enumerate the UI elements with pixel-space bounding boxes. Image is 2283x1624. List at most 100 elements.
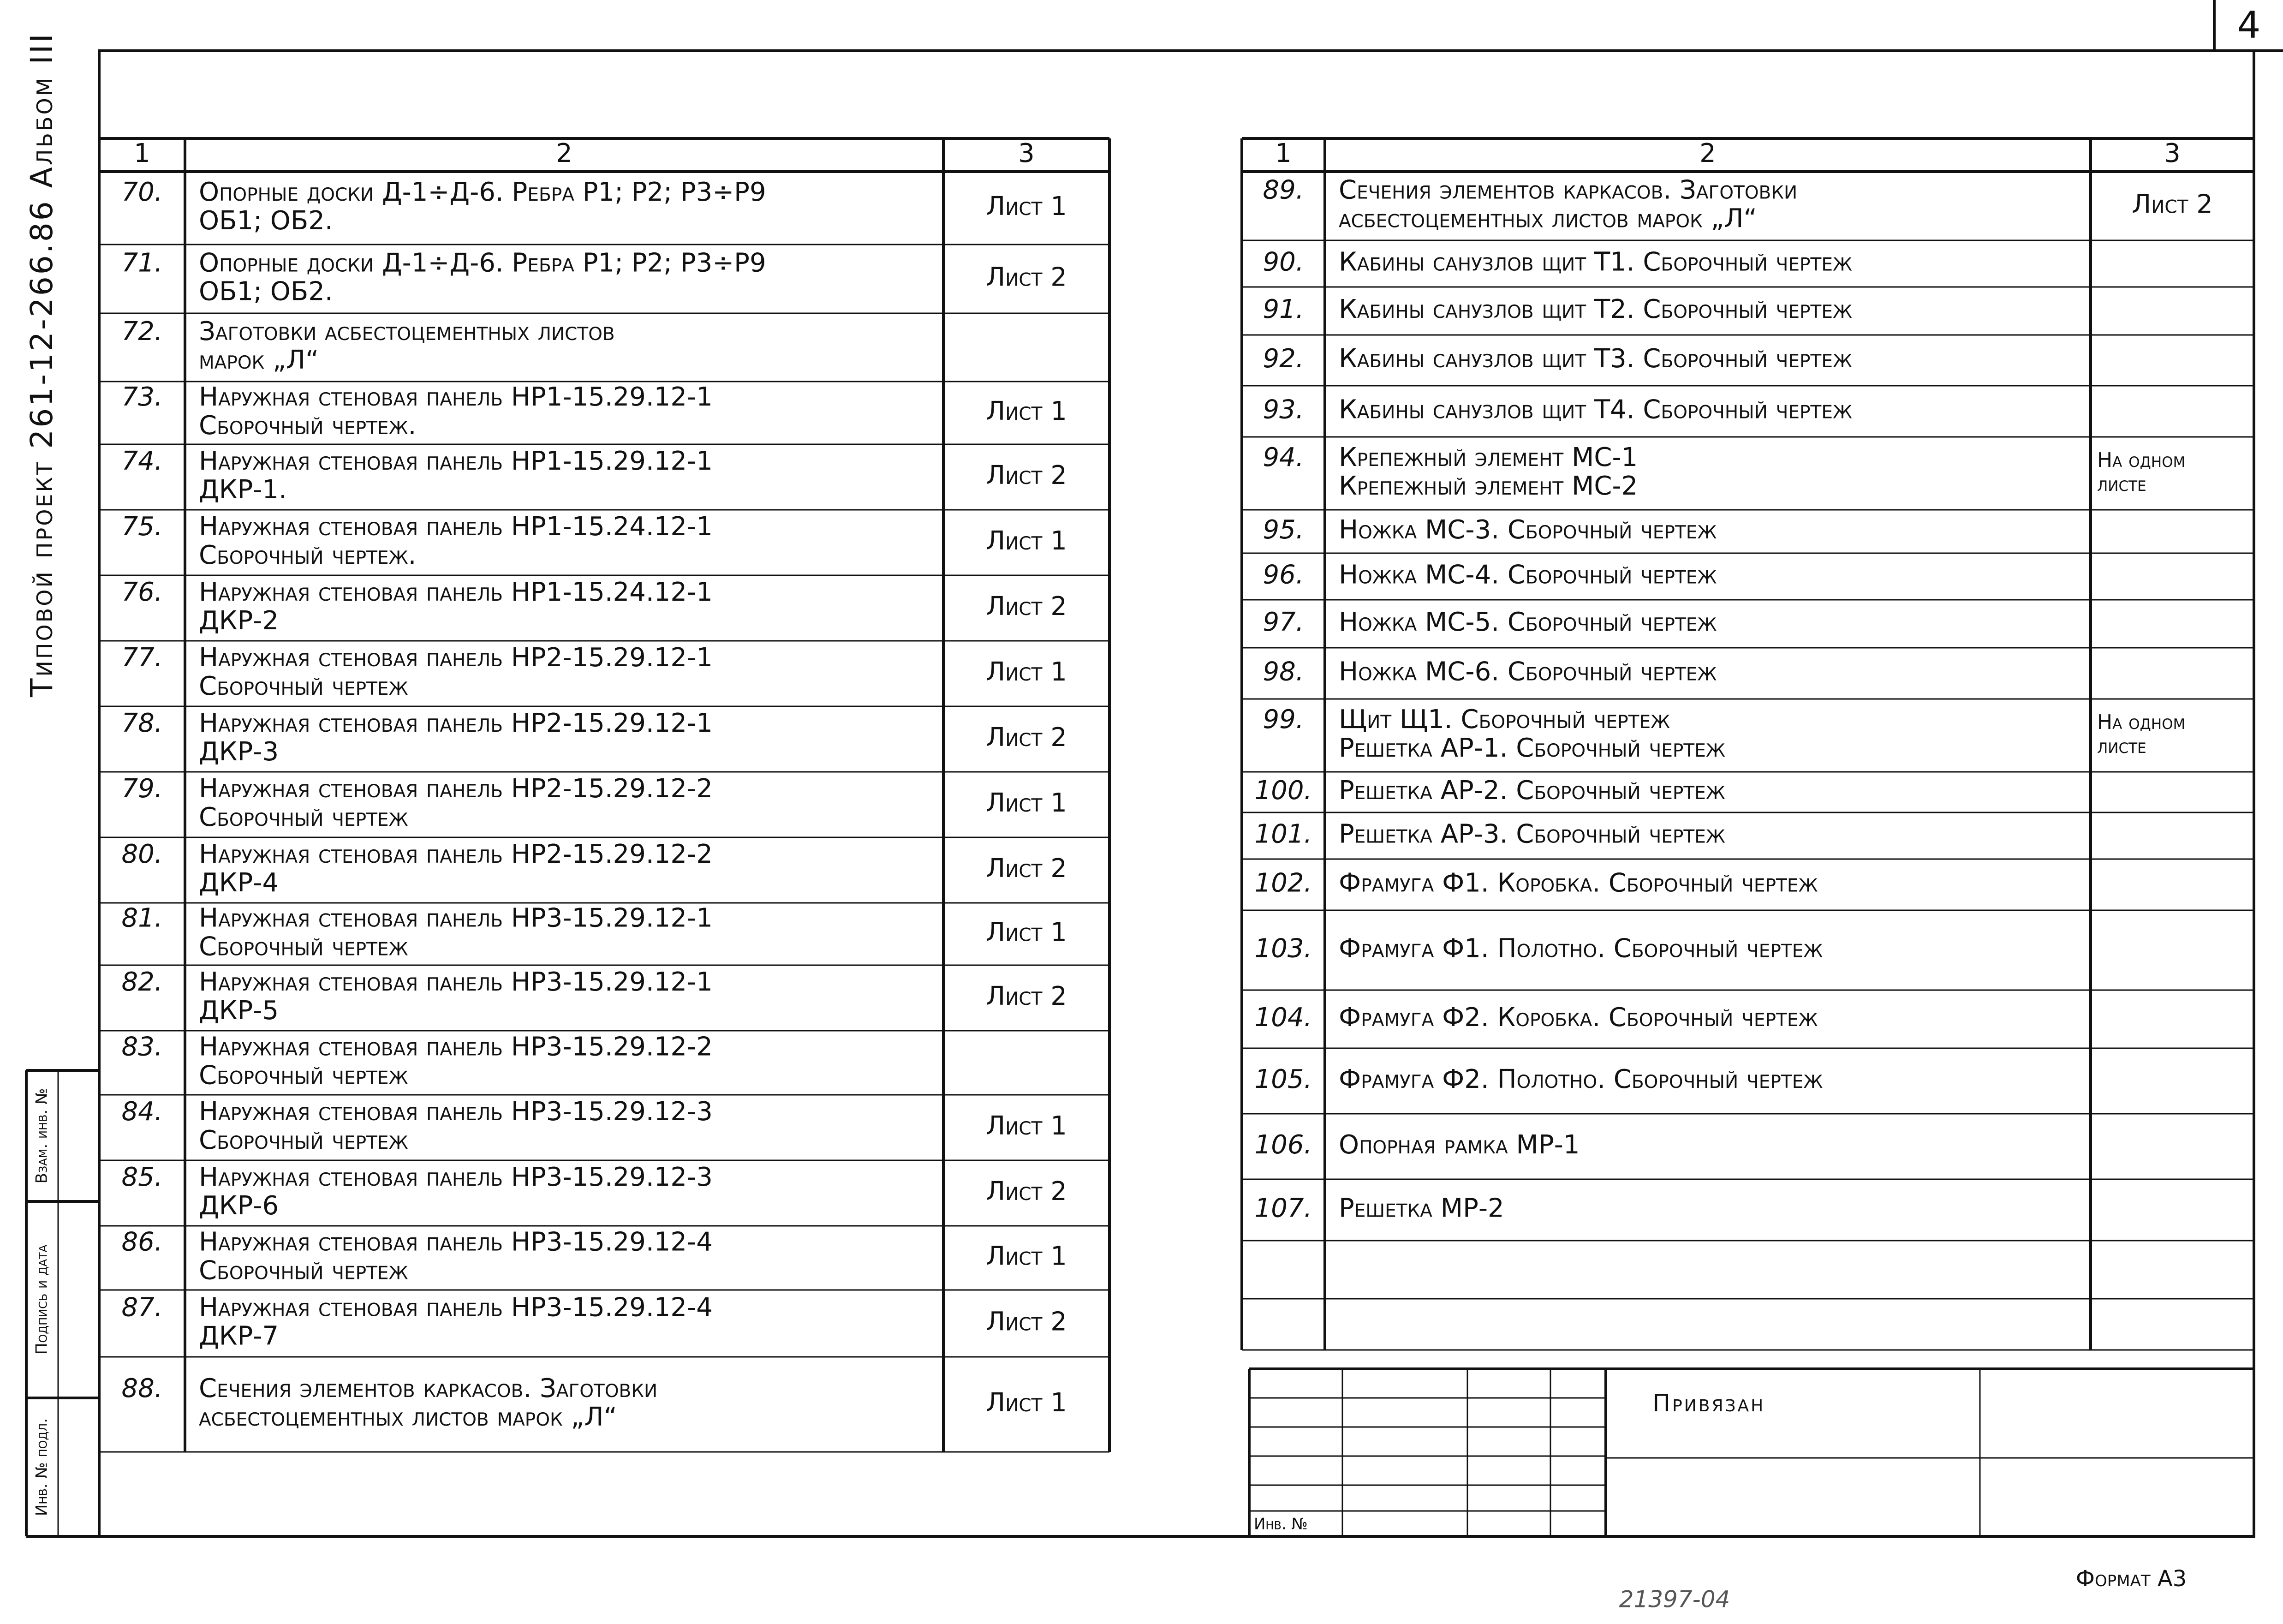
- row-title: Сборочный чертеж: [199, 671, 408, 701]
- row-title: Фрамуга Ф2. Коробка. Сборочный чертеж: [1339, 1003, 1818, 1033]
- row-sheet: Лист 1: [986, 396, 1067, 426]
- row-title: Сборочный чертеж.: [199, 411, 416, 441]
- row-sheet: Лист 1: [986, 918, 1067, 948]
- row-number: 105.: [1255, 1064, 1312, 1094]
- row-title: Решетка АР-1. Сборочный чертеж: [1339, 733, 1725, 763]
- row-number: 103.: [1255, 934, 1312, 964]
- row-title: Крепежный элемент МС-1: [1339, 442, 1638, 472]
- row-number: 94.: [1263, 442, 1304, 472]
- row-title: Щит Щ1. Сборочный чертеж: [1339, 705, 1670, 734]
- row-title: Фрамуга Ф1. Коробка. Сборочный чертеж: [1339, 868, 1818, 898]
- column-header: 1: [134, 138, 150, 168]
- row-title: Сборочный чертеж: [199, 1256, 408, 1286]
- row-title: асбестоцементных листов марок „Л“: [199, 1402, 617, 1432]
- row-title: Наружная стеновая панель НР1-15.29.12-1: [199, 382, 713, 412]
- row-title: Сборочный чертеж.: [199, 540, 416, 570]
- side-stamp-label: Подпись и дата: [33, 1244, 51, 1355]
- row-sheet: На одном: [2097, 448, 2185, 472]
- side-stamp-label: Инв. № подл.: [33, 1418, 51, 1516]
- row-number: 88.: [121, 1373, 162, 1403]
- row-number: 73.: [121, 382, 162, 412]
- row-sheet: Лист 2: [2132, 190, 2213, 220]
- row-title: Ножка МС-5. Сборочный чертеж: [1339, 607, 1717, 637]
- row-title: Решетка МР-2: [1339, 1194, 1504, 1224]
- row-number: 99.: [1263, 705, 1304, 734]
- row-title: Сборочный чертеж: [199, 1125, 408, 1155]
- row-title: Наружная стеновая панель НР3-15.29.12-1: [199, 967, 713, 997]
- row-number: 96.: [1263, 560, 1304, 590]
- row-number: 100.: [1255, 776, 1312, 806]
- row-title: ДКР-7: [199, 1321, 279, 1351]
- row-sheet: Лист 2: [986, 591, 1067, 621]
- row-sheet: Лист 1: [986, 1388, 1067, 1418]
- row-title: Заготовки асбестоцементных листов: [199, 316, 615, 346]
- row-title: Фрамуга Ф2. Полотно. Сборочный чертеж: [1339, 1064, 1823, 1094]
- column-header: 3: [2164, 138, 2181, 168]
- row-title: марок „Л“: [199, 345, 319, 375]
- row-number: 107.: [1255, 1194, 1312, 1224]
- row-title: Сечения элементов каркасов. Заготовки: [199, 1373, 657, 1403]
- row-number: 106.: [1255, 1130, 1312, 1160]
- row-number: 98.: [1263, 657, 1304, 687]
- row-title: Наружная стеновая панель НР2-15.29.12-2: [199, 839, 713, 869]
- row-number: 75.: [121, 512, 162, 542]
- row-title: Сборочный чертеж: [199, 802, 408, 832]
- row-number: 83.: [121, 1032, 162, 1062]
- row-title: ОБ1; ОБ2.: [199, 277, 333, 307]
- column-header: 3: [1018, 138, 1035, 168]
- row-title: Опорные доски Д-1÷Д-6. Ребра Р1; Р2; Р3÷…: [199, 177, 766, 207]
- row-title: ДКР-2: [199, 606, 279, 636]
- row-title: асбестоцементных листов марок „Л“: [1339, 204, 1757, 234]
- row-title: Кабины санузлов щит Т3. Сборочный чертеж: [1339, 344, 1852, 374]
- side-stamp-label: Взам. инв. №: [33, 1088, 51, 1184]
- row-title: Наружная стеновая панель НР1-15.29.12-1: [199, 446, 713, 476]
- row-number: 82.: [121, 967, 162, 997]
- row-title: ДКР-1.: [199, 475, 287, 505]
- row-title: Наружная стеновая панель НР3-15.29.12-3: [199, 1097, 713, 1127]
- format-label: Формат А3: [2076, 1566, 2187, 1592]
- row-number: 95.: [1263, 515, 1304, 545]
- row-title: ДКР-3: [199, 737, 279, 767]
- row-number: 87.: [121, 1293, 162, 1323]
- row-title: Опорные доски Д-1÷Д-6. Ребра Р1; Р2; Р3÷…: [199, 248, 766, 278]
- row-number: 78.: [121, 708, 162, 738]
- row-number: 93.: [1263, 395, 1304, 425]
- column-header: 1: [1275, 138, 1292, 168]
- row-number: 86.: [121, 1227, 162, 1257]
- row-title: ДКР-5: [199, 996, 279, 1026]
- row-number: 81.: [121, 903, 162, 933]
- row-title: Сборочный чертеж: [199, 1061, 408, 1091]
- row-number: 92.: [1263, 344, 1304, 374]
- row-sheet: Лист 1: [986, 1111, 1067, 1141]
- row-number: 90.: [1263, 247, 1304, 277]
- row-title: Кабины санузлов щит Т4. Сборочный чертеж: [1339, 395, 1852, 425]
- row-number: 84.: [121, 1097, 162, 1127]
- row-sheet: Лист 2: [986, 263, 1067, 293]
- row-title: Наружная стеновая панель НР2-15.29.12-2: [199, 774, 713, 804]
- row-number: 89.: [1263, 175, 1304, 205]
- row-title: Крепежный элемент МС-2: [1339, 471, 1638, 501]
- row-number: 74.: [121, 446, 162, 476]
- row-sheet: Лист 1: [986, 657, 1067, 687]
- row-sheet: Лист 1: [986, 1242, 1067, 1272]
- row-title: Наружная стеновая панель НР3-15.29.12-3: [199, 1162, 713, 1192]
- row-sheet: Лист 1: [986, 788, 1067, 818]
- row-sheet: листе: [2097, 734, 2146, 758]
- row-title: Наружная стеновая панель НР2-15.29.12-1: [199, 643, 713, 673]
- row-title: Ножка МС-4. Сборочный чертеж: [1339, 560, 1717, 590]
- row-number: 77.: [121, 643, 162, 673]
- row-title: Сечения элементов каркасов. Заготовки: [1339, 175, 1797, 205]
- doc-number: 21397-04: [1619, 1586, 1730, 1613]
- row-title: ДКР-4: [199, 868, 279, 898]
- side-label: Типовой проект 261-12-266.86 Альбом III: [24, 32, 60, 698]
- row-number: 76.: [121, 577, 162, 607]
- row-title: Решетка АР-2. Сборочный чертеж: [1339, 776, 1725, 806]
- row-number: 71.: [121, 248, 162, 278]
- row-number: 91.: [1263, 294, 1304, 324]
- row-number: 80.: [121, 839, 162, 869]
- stamp-label: Привязан: [1652, 1390, 1765, 1417]
- row-sheet: Лист 2: [986, 1176, 1067, 1206]
- row-sheet: Лист 2: [986, 460, 1067, 490]
